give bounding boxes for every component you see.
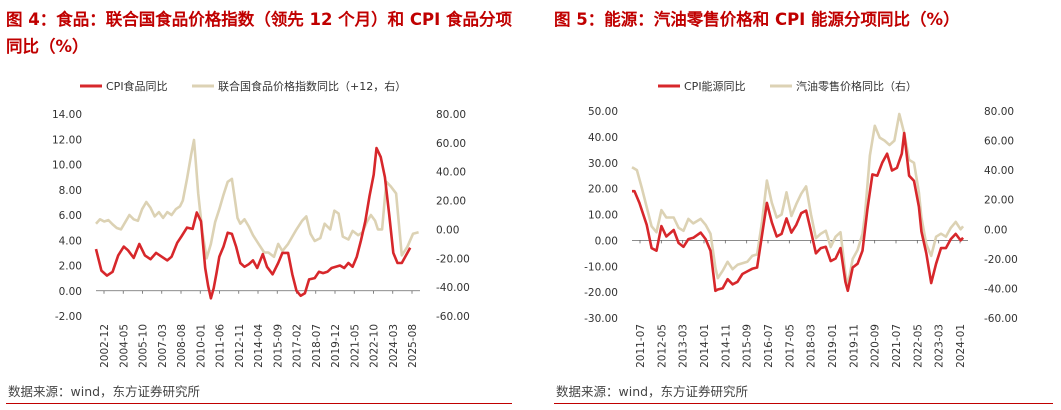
y-tick-label-right: 0.00 [436,224,459,236]
y-tick-label-left: 20.00 [588,184,618,196]
x-tick-label: 2010-01 [195,324,207,368]
series-line-cpi [632,131,965,293]
x-tick-label: 2012-11 [234,324,246,368]
x-tick-label: 2023-03 [934,324,946,368]
y-tick-label-left: -10.00 [584,261,618,273]
series-line-cpi [94,146,412,300]
y-tick-label-right: 0.00 [984,224,1007,236]
y-tick-label-left: 14.00 [52,109,82,121]
x-tick-label: 2005-10 [138,324,150,368]
chart-title: 图 5：能源：汽油零售价格和 CPI 能源分项同比（%） [554,10,960,29]
x-tick-label: 2025-08 [407,324,419,368]
x-axis: 2002-12 2004-05 2005-10 2007-03 2008-08 2010-… [99,290,419,368]
legend-label: 汽油零售价格同比（右） [796,79,917,93]
x-tick-label: 2012-05 [656,324,668,368]
x-tick-label: 2014-04 [253,324,265,368]
legend-label: CPI能源同比 [684,79,746,93]
x-tick-label: 2016-07 [763,324,775,368]
y-tick-label-right: 20.00 [984,195,1014,207]
y-tick-label-right: 40.00 [984,165,1014,177]
y-tick-label-left: -30.00 [584,313,618,325]
y-tick-label-left: 50.00 [588,106,618,118]
x-tick-label: 2024-01 [955,324,967,368]
y-tick-label-left: 8.00 [59,185,82,197]
x-tick-label: 2011-06 [215,324,227,368]
chart-panel-energy: 图 5：能源：汽油零售价格和 CPI 能源分项同比（%） CPI能源同比 汽油零售… [548,0,1061,410]
y-tick-label-left: 12.00 [52,134,82,146]
x-axis: 2011-07 2012-05 2013-03 2014-01 2014-11 2015-… [635,240,967,368]
y-tick-label-right: 60.00 [436,138,466,150]
y-tick-label-right: 80.00 [984,106,1014,118]
x-tick-label: 2022-05 [912,324,924,368]
x-tick-label: 2021-05 [349,324,361,368]
chart-panel-food: 图 4：食品：联合国食品价格指数（领先 12 个月）和 CPI 食品分项同比（%… [0,0,520,410]
x-tick-label: 2008-08 [176,324,188,368]
x-tick-label: 2014-01 [699,324,711,368]
legend-label: 联合国食品价格指数同比（+12，右） [218,79,406,93]
chart-title: 图 4：食品：联合国食品价格指数（领先 12 个月）和 CPI 食品分项同比（%… [6,10,513,56]
y-tick-label-right: 80.00 [436,109,466,121]
x-tick-label: 2015-09 [742,324,754,368]
energy-chart: CPI能源同比 汽油零售价格同比（右） -30.00 -20.00 -10.00 0.00… [584,79,1018,368]
data-source: 数据来源：wind，东方证券研究所 [556,384,749,399]
y-tick-label-right: -40.00 [436,282,470,294]
x-tick-label: 2011-07 [635,324,647,368]
y-tick-label-left: 6.00 [59,210,82,222]
bottom-divider [6,403,512,404]
x-tick-label: 2021-07 [891,324,903,368]
bottom-divider [554,403,1053,404]
x-tick-label: 2020-09 [870,324,882,368]
y-tick-label-right: -60.00 [436,311,470,323]
y-tick-label-left: 10.00 [52,160,82,172]
y-tick-label-left: -20.00 [584,287,618,299]
y-axis-left: -2.00 0.00 2.00 4.00 6.00 8.00 10.00 12.00 14.00 [52,109,82,323]
y-tick-label-left: 4.00 [59,235,82,247]
y-tick-label-left: 0.00 [595,235,618,247]
food-chart: CPI食品同比 联合国食品价格指数同比（+12，右） -2.00 0.00 2.00 4.… [52,79,470,368]
x-tick-label: 2018-03 [806,324,818,368]
y-tick-label-left: 0.00 [59,286,82,298]
y-axis-right: -60.00 -40.00 -20.00 0.00 20.00 40.00 60.00 80.… [436,109,470,323]
y-tick-label-left: 40.00 [588,132,618,144]
x-tick-label: 2024-03 [388,324,400,368]
y-tick-label-right: -20.00 [984,254,1018,266]
x-tick-label: 2017-02 [292,324,304,368]
y-axis-left: -30.00 -20.00 -10.00 0.00 10.00 20.00 30.00 40.… [584,106,618,325]
data-source: 数据来源：wind，东方证券研究所 [8,384,201,399]
y-tick-label-right: 60.00 [984,136,1014,148]
x-tick-label: 2017-05 [784,324,796,368]
y-tick-label-right: -20.00 [436,253,470,265]
y-tick-label-left: -2.00 [55,311,82,323]
series-line-secondary [631,112,965,287]
y-tick-label-right: 20.00 [436,196,466,208]
legend-label: CPI食品同比 [106,79,168,93]
y-axis-right: -60.00 -40.00 -20.00 0.00 20.00 40.00 60.00 80.… [984,106,1018,325]
legend: CPI能源同比 汽油零售价格同比（右） [658,79,917,93]
x-tick-label: 2019-12 [330,324,342,368]
x-tick-label: 2019-11 [848,324,860,368]
y-tick-label-left: 30.00 [588,158,618,170]
x-tick-label: 2007-03 [157,324,169,368]
y-tick-label-right: 40.00 [436,167,466,179]
y-tick-label-right: -60.00 [984,313,1018,325]
y-tick-label-left: 2.00 [59,261,82,273]
y-tick-label-left: 10.00 [588,210,618,222]
x-tick-label: 2004-05 [118,324,130,368]
x-tick-label: 2018-07 [311,324,323,368]
x-tick-label: 2002-12 [99,324,111,368]
x-tick-label: 2019-01 [827,324,839,368]
x-tick-label: 2022-10 [369,324,381,368]
legend: CPI食品同比 联合国食品价格指数同比（+12，右） [80,79,406,93]
x-tick-label: 2013-03 [678,324,690,368]
series-line-secondary [95,138,419,260]
x-tick-label: 2014-11 [720,324,732,368]
y-tick-label-right: -40.00 [984,283,1018,295]
x-tick-label: 2015-09 [272,324,284,368]
